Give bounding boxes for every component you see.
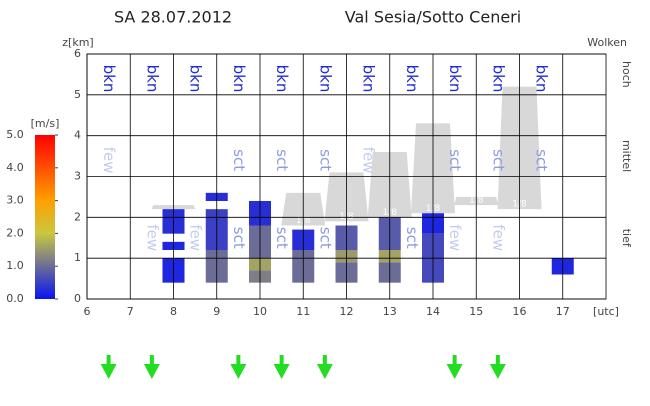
y-tick-label: 2 [74, 210, 81, 223]
layer-label: mittel [620, 140, 633, 172]
cloud-cover: few [187, 224, 205, 251]
colorbar-tick-label: 3.0 [6, 194, 24, 207]
x-tick-label: 14 [426, 305, 440, 318]
colorbar-tick-label: 5.0 [6, 128, 24, 141]
chart-subtitle: Val Sesia/Sotto Ceneri [345, 8, 521, 27]
y-tick-label: 3 [74, 170, 81, 183]
colorbar-tick-label: 1.0 [6, 259, 24, 272]
cloud-cover: few [360, 147, 378, 174]
plot-frame [86, 53, 607, 300]
cloud-cover: few [100, 147, 118, 174]
x-tick-label: 8 [170, 305, 177, 318]
y-tick-label: 0 [74, 292, 81, 305]
colorbar [35, 135, 55, 299]
cloud-cover: sct [316, 149, 334, 171]
cloud-cover: bkn [360, 65, 378, 93]
cloud-cover: bkn [533, 65, 551, 93]
cloud-cover: bkn [187, 65, 205, 93]
y-tick-label: 4 [74, 129, 81, 142]
colorbar-tick-label: 0.0 [6, 292, 24, 305]
marker [143, 355, 160, 379]
cloud-cover: sct [316, 227, 334, 249]
marker [230, 355, 247, 379]
colorbar-tick-label: 4.0 [6, 161, 24, 174]
cloud-cover: few [446, 224, 464, 251]
marker [316, 355, 333, 379]
cloud-cover: bkn [230, 65, 248, 93]
cloud-cover: sct [403, 227, 421, 249]
cloud-cover: bkn [489, 65, 507, 93]
cloud-cover: sct [230, 149, 248, 171]
colorbar-tick-label: 2.0 [6, 226, 24, 239]
colorbar-label: [m/s] [31, 117, 60, 130]
cloud-cover: sct [273, 227, 291, 249]
x-tick-label: 16 [513, 305, 527, 318]
cloud-cover: few [489, 224, 507, 251]
y-tick-label: 6 [74, 47, 81, 60]
x-tick-label: 7 [127, 305, 134, 318]
x-tick-label: 15 [469, 305, 483, 318]
layer-label: tief [620, 229, 633, 248]
chart-title: SA 28.07.2012 [114, 8, 232, 27]
layer-label: hoch [620, 61, 633, 88]
right-label: Wolken [587, 36, 627, 49]
marker [489, 355, 506, 379]
cloud-cover: bkn [100, 65, 118, 93]
cloud-cover: sct [446, 149, 464, 171]
y-tick-label: 5 [74, 88, 81, 101]
cloud-cover: bkn [446, 65, 464, 93]
cloud-cover: bkn [273, 65, 291, 93]
cloud-cover: few [143, 224, 161, 251]
x-tick-label: 6 [84, 305, 91, 318]
marker [100, 355, 117, 379]
cloud-cover: sct [489, 149, 507, 171]
y-tick-label: 1 [74, 251, 81, 264]
x-tick-label: 9 [213, 305, 220, 318]
cloud-cover: sct [273, 149, 291, 171]
x-tick-label: 13 [383, 305, 397, 318]
x-axis-label: [utc] [593, 305, 619, 318]
cloud-cover: sct [533, 149, 551, 171]
cloud-cover: bkn [143, 65, 161, 93]
cloud-cover: bkn [316, 65, 334, 93]
cloud-cover: sct [230, 227, 248, 249]
marker [446, 355, 463, 379]
marker [273, 355, 290, 379]
x-tick-label: 12 [340, 305, 354, 318]
x-tick-label: 11 [296, 305, 310, 318]
x-tick-label: 17 [556, 305, 570, 318]
cloud-cover: bkn [403, 65, 421, 93]
x-tick-label: 10 [253, 305, 267, 318]
y-axis-label: z[km] [62, 36, 93, 49]
